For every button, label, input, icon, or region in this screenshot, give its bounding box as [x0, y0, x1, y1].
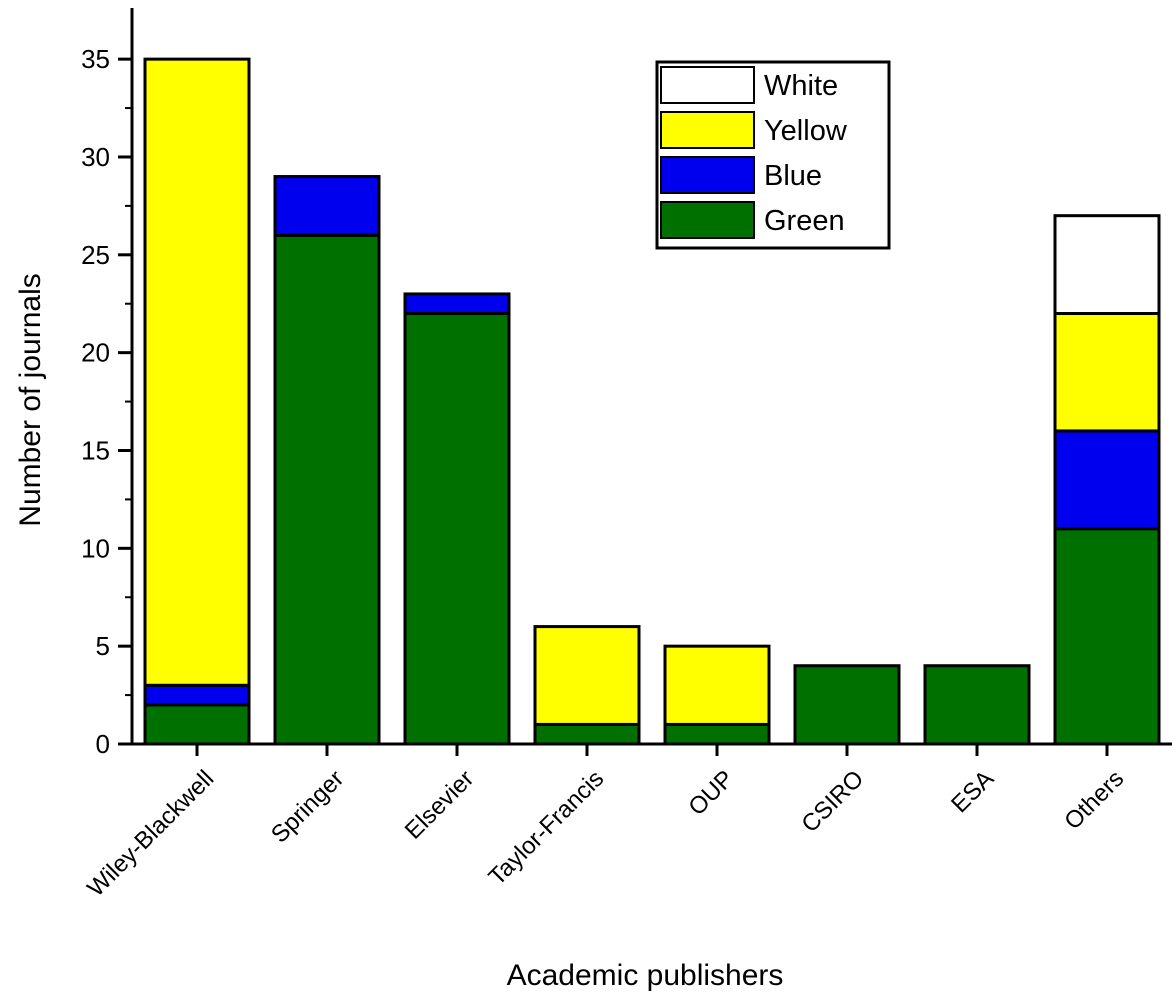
bar-segment-green — [273, 233, 381, 746]
bar-segment-green — [533, 722, 641, 746]
bar-segment-green — [1053, 527, 1161, 746]
y-axis-title: Number of journals — [14, 273, 47, 526]
legend-label-blue: Blue — [764, 160, 822, 192]
y-tick-label: 30 — [81, 142, 110, 172]
y-tick-label: 35 — [81, 44, 110, 74]
bar-segment-green — [403, 312, 511, 746]
x-tick-label: Elsevier — [400, 765, 479, 844]
bars-layer — [143, 57, 1161, 746]
legend-label-white: White — [764, 70, 838, 102]
legend-label-yellow: Yellow — [764, 115, 848, 147]
x-tick-label: Taylor-Francis — [484, 765, 610, 891]
legend-swatch-white — [660, 66, 755, 104]
legend-swatch-green — [660, 201, 755, 239]
legend: White Yellow Blue Green — [655, 60, 891, 250]
legend-label-green: Green — [764, 205, 845, 237]
bar-segment-yellow — [533, 625, 641, 726]
bar-segment-yellow — [1053, 312, 1161, 433]
bar-segment-blue — [143, 683, 251, 707]
x-tick-label: OUP — [683, 765, 739, 821]
bar-segment-blue — [1053, 429, 1161, 531]
bar-segment-blue — [403, 292, 511, 316]
x-tick-label: CSIRO — [796, 765, 869, 838]
y-tick-label: 25 — [81, 240, 110, 270]
bar-segment-yellow — [143, 57, 251, 687]
x-tick-label: ESA — [946, 765, 999, 818]
y-tick-label: 5 — [96, 631, 110, 661]
x-tick-label: Wiley-Blackwell — [82, 765, 219, 902]
x-tick-label: Springer — [266, 765, 349, 848]
y-tick-label: 0 — [96, 729, 110, 759]
x-axis-title: Academic publishers — [507, 959, 784, 992]
legend-swatch-blue — [660, 156, 755, 194]
legend-swatch-yellow — [660, 111, 755, 149]
y-tick-label: 15 — [81, 435, 110, 465]
bar-segment-yellow — [663, 644, 771, 726]
bar-segment-green — [923, 664, 1031, 746]
bar-segment-green — [663, 722, 771, 746]
bar-segment-green — [793, 664, 901, 746]
x-tick-label: Others — [1059, 765, 1129, 835]
bar-segment-blue — [273, 175, 381, 237]
y-tick-label: 10 — [81, 533, 110, 563]
bar-segment-white — [1053, 214, 1161, 316]
y-tick-label: 20 — [81, 338, 110, 368]
bar-segment-green — [143, 703, 251, 746]
